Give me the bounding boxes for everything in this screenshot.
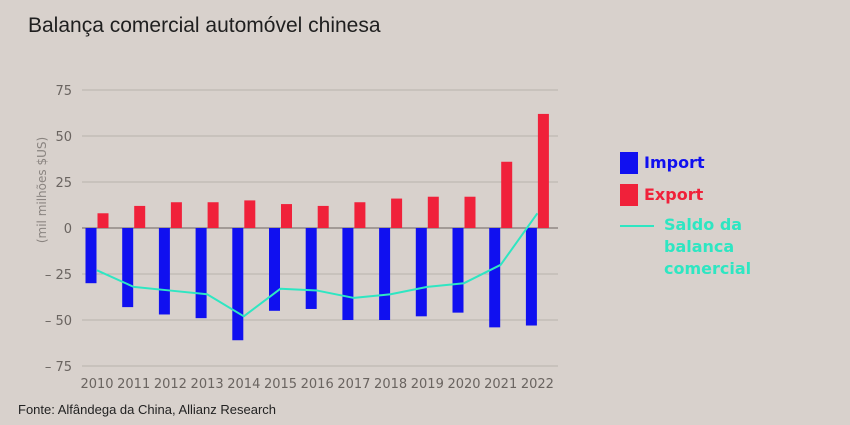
x-tick-label: 2021 xyxy=(484,377,517,392)
bar-export-2016 xyxy=(317,205,329,228)
bar-import-2010 xyxy=(85,228,97,284)
ticks-layer: 75 50 25 0 – 25 – 50 – 75 2010 2011 2012 2013 2014 2… xyxy=(45,84,554,392)
x-tick-label: 2019 xyxy=(411,377,444,392)
legend-swatch-balance xyxy=(620,225,654,227)
bar-export-2014 xyxy=(244,200,256,228)
bar-import-2021 xyxy=(489,228,501,328)
x-tick-label: 2014 xyxy=(227,377,260,392)
x-tick-label: 2016 xyxy=(301,377,334,392)
y-tick-label: – 75 xyxy=(45,360,72,375)
legend-swatch-export xyxy=(620,184,638,206)
bar-import-2013 xyxy=(195,228,207,319)
source-note: Fonte: Alfândega da China, Allianz Resea… xyxy=(18,402,277,417)
bar-import-2012 xyxy=(158,228,170,315)
bar-export-2022 xyxy=(537,113,549,228)
bar-export-2012 xyxy=(170,202,182,228)
bar-import-2019 xyxy=(415,228,427,317)
legend-label-import: Import xyxy=(644,153,705,172)
y-tick-label: 75 xyxy=(55,84,72,99)
bar-export-2021 xyxy=(501,161,513,228)
bars-layer xyxy=(85,113,549,341)
bar-import-2014 xyxy=(232,228,244,341)
x-tick-label: 2015 xyxy=(264,377,297,392)
x-tick-label: 2022 xyxy=(521,377,554,392)
y-tick-label: – 25 xyxy=(45,268,72,283)
bar-import-2015 xyxy=(269,228,280,311)
y-tick-label: 0 xyxy=(64,222,72,237)
bar-export-2019 xyxy=(427,196,439,228)
x-tick-label: 2010 xyxy=(80,377,113,392)
bar-export-2017 xyxy=(354,202,366,228)
x-tick-label: 2018 xyxy=(374,377,407,392)
bar-export-2020 xyxy=(464,196,476,228)
legend-label-export: Export xyxy=(644,185,704,204)
line-balance xyxy=(96,212,539,318)
bar-export-2018 xyxy=(391,198,403,228)
x-tick-label: 2011 xyxy=(117,377,150,392)
line-layer xyxy=(96,212,539,318)
bar-export-2011 xyxy=(134,205,146,228)
x-tick-label: 2020 xyxy=(447,377,480,392)
chart-title: Balança comercial automóvel chinesa xyxy=(28,14,381,37)
y-tick-label: 50 xyxy=(55,130,72,145)
bar-export-2013 xyxy=(207,202,219,228)
x-tick-label: 2013 xyxy=(191,377,224,392)
bar-import-2017 xyxy=(342,228,354,320)
x-tick-label: 2012 xyxy=(154,377,187,392)
y-tick-label: 25 xyxy=(55,176,72,191)
legend-label-balance: Saldo da balanca comercial xyxy=(664,215,752,278)
bar-import-2016 xyxy=(305,228,317,309)
legend-swatch-import xyxy=(620,152,638,174)
bar-import-2011 xyxy=(122,228,134,308)
y-axis-label: (mil milhões $US) xyxy=(35,137,49,243)
bar-import-2020 xyxy=(452,228,464,313)
bar-export-2010 xyxy=(97,213,109,228)
y-tick-label: – 50 xyxy=(45,314,72,329)
bar-import-2018 xyxy=(379,228,391,320)
bar-import-2022 xyxy=(525,228,537,326)
x-tick-label: 2017 xyxy=(337,377,370,392)
bar-export-2015 xyxy=(281,204,292,228)
